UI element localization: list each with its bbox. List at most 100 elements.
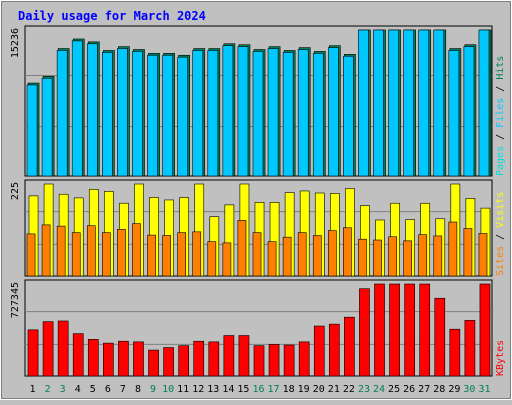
bar-files bbox=[132, 51, 143, 177]
bar-files bbox=[26, 84, 38, 177]
x-tick-label: 18 bbox=[283, 384, 295, 395]
x-tick-label: 3 bbox=[60, 384, 66, 395]
axis-label-visits: Visits bbox=[495, 192, 506, 228]
bar-files bbox=[71, 40, 83, 177]
x-tick-label: 10 bbox=[162, 384, 174, 395]
bar-files bbox=[222, 45, 234, 177]
bar-files bbox=[388, 29, 399, 177]
bar-files bbox=[282, 52, 294, 177]
axis-label-separator: / bbox=[495, 228, 506, 246]
x-tick-label: 13 bbox=[207, 384, 219, 395]
bar-files bbox=[162, 54, 173, 177]
x-tick-label: 12 bbox=[192, 384, 204, 395]
bar-kbytes bbox=[374, 283, 385, 377]
bar-kbytes bbox=[223, 335, 235, 377]
bar-files bbox=[373, 29, 384, 177]
bar-sites bbox=[327, 230, 337, 277]
bar-kbytes bbox=[464, 320, 476, 377]
bar-kbytes bbox=[118, 340, 129, 377]
bar-kbytes bbox=[283, 344, 295, 377]
bar-files bbox=[117, 48, 128, 177]
axis-label-pages: Pages bbox=[495, 146, 506, 176]
bar-files bbox=[56, 50, 68, 177]
x-tick-label: 29 bbox=[448, 384, 460, 395]
bar-files bbox=[41, 77, 53, 177]
bar-files bbox=[327, 47, 339, 177]
x-tick-label: 20 bbox=[313, 384, 325, 395]
axis-label-separator: / bbox=[495, 128, 506, 146]
bar-kbytes bbox=[449, 328, 461, 377]
bar-sites bbox=[252, 232, 262, 277]
x-tick-label: 6 bbox=[105, 384, 111, 395]
axis-label-hits: Hits bbox=[495, 56, 506, 80]
outer-frame-shadow bbox=[1, 1, 511, 399]
bar-sites bbox=[448, 221, 458, 277]
axis-label-files: Files bbox=[495, 98, 506, 128]
x-tick-label: 15 bbox=[237, 384, 249, 395]
x-tick-label: 28 bbox=[433, 384, 445, 395]
bar-files bbox=[207, 50, 219, 177]
bar-sites bbox=[86, 225, 96, 277]
bar-sites bbox=[282, 236, 292, 277]
bar-files bbox=[478, 29, 490, 177]
x-tick-label: 17 bbox=[268, 384, 280, 395]
bar-kbytes bbox=[404, 283, 415, 377]
bar-sites bbox=[433, 235, 443, 277]
bar-sites bbox=[222, 242, 232, 277]
axis-label-kbytes: KBytes bbox=[495, 340, 506, 376]
axis-label-separator: / bbox=[495, 80, 506, 98]
bar-sites bbox=[56, 225, 66, 277]
bar-sites bbox=[403, 240, 412, 277]
bar-sites bbox=[192, 231, 202, 277]
bar-sites bbox=[207, 241, 217, 277]
x-tick-label: 16 bbox=[252, 384, 264, 395]
bar-sites bbox=[312, 235, 322, 277]
bar-files bbox=[343, 55, 354, 177]
bar-sites bbox=[41, 224, 51, 277]
x-tick-label: 11 bbox=[177, 384, 189, 395]
bar-kbytes bbox=[178, 345, 190, 377]
x-tick-label: 7 bbox=[120, 384, 126, 395]
x-tick-label: 25 bbox=[388, 384, 400, 395]
bar-files bbox=[448, 50, 460, 177]
x-tick-label: 26 bbox=[403, 384, 415, 395]
x-tick-label: 19 bbox=[298, 384, 310, 395]
bar-files bbox=[403, 29, 414, 177]
bar-files bbox=[177, 56, 189, 177]
bar-kbytes bbox=[359, 288, 370, 377]
bar-kbytes bbox=[419, 283, 431, 377]
bar-kbytes bbox=[72, 333, 84, 377]
scale-label: 727345 bbox=[10, 282, 21, 318]
bar-kbytes bbox=[268, 344, 280, 377]
bar-kbytes bbox=[389, 283, 400, 377]
bar-sites bbox=[117, 229, 126, 277]
x-tick-label: 1 bbox=[30, 384, 36, 395]
x-tick-label: 23 bbox=[358, 384, 370, 395]
bar-kbytes bbox=[103, 342, 114, 377]
bar-files bbox=[102, 52, 113, 177]
bar-kbytes bbox=[148, 349, 159, 377]
bar-sites bbox=[297, 232, 307, 277]
bar-sites bbox=[373, 239, 382, 277]
bar-kbytes bbox=[313, 325, 325, 377]
bar-kbytes bbox=[163, 347, 174, 377]
panels-layer: 15236 Pages / Files / Hits 225 Sites / Visi… bbox=[10, 25, 506, 377]
bar-kbytes bbox=[479, 283, 491, 377]
bar-sites bbox=[132, 223, 141, 277]
bar-sites bbox=[388, 236, 397, 277]
chart-title: Daily usage for March 2024 bbox=[18, 9, 206, 23]
bar-sites bbox=[147, 234, 156, 277]
x-tick-label: 24 bbox=[373, 384, 385, 395]
bar-files bbox=[297, 49, 309, 177]
bar-sites bbox=[162, 235, 171, 277]
bar-files bbox=[252, 51, 264, 177]
bar-kbytes bbox=[253, 345, 265, 377]
x-axis-labels: 1 2 3 4 5 6 7 8 9 10 11 12 13 14 15 16 17 18 19 20 21 22 23 24 2… bbox=[30, 384, 491, 395]
x-tick-label: 27 bbox=[418, 384, 430, 395]
bar-kbytes bbox=[208, 341, 220, 377]
x-tick-label: 31 bbox=[478, 384, 490, 395]
bar-sites bbox=[343, 227, 352, 277]
x-tick-label: 21 bbox=[328, 384, 340, 395]
bar-kbytes bbox=[133, 341, 144, 377]
